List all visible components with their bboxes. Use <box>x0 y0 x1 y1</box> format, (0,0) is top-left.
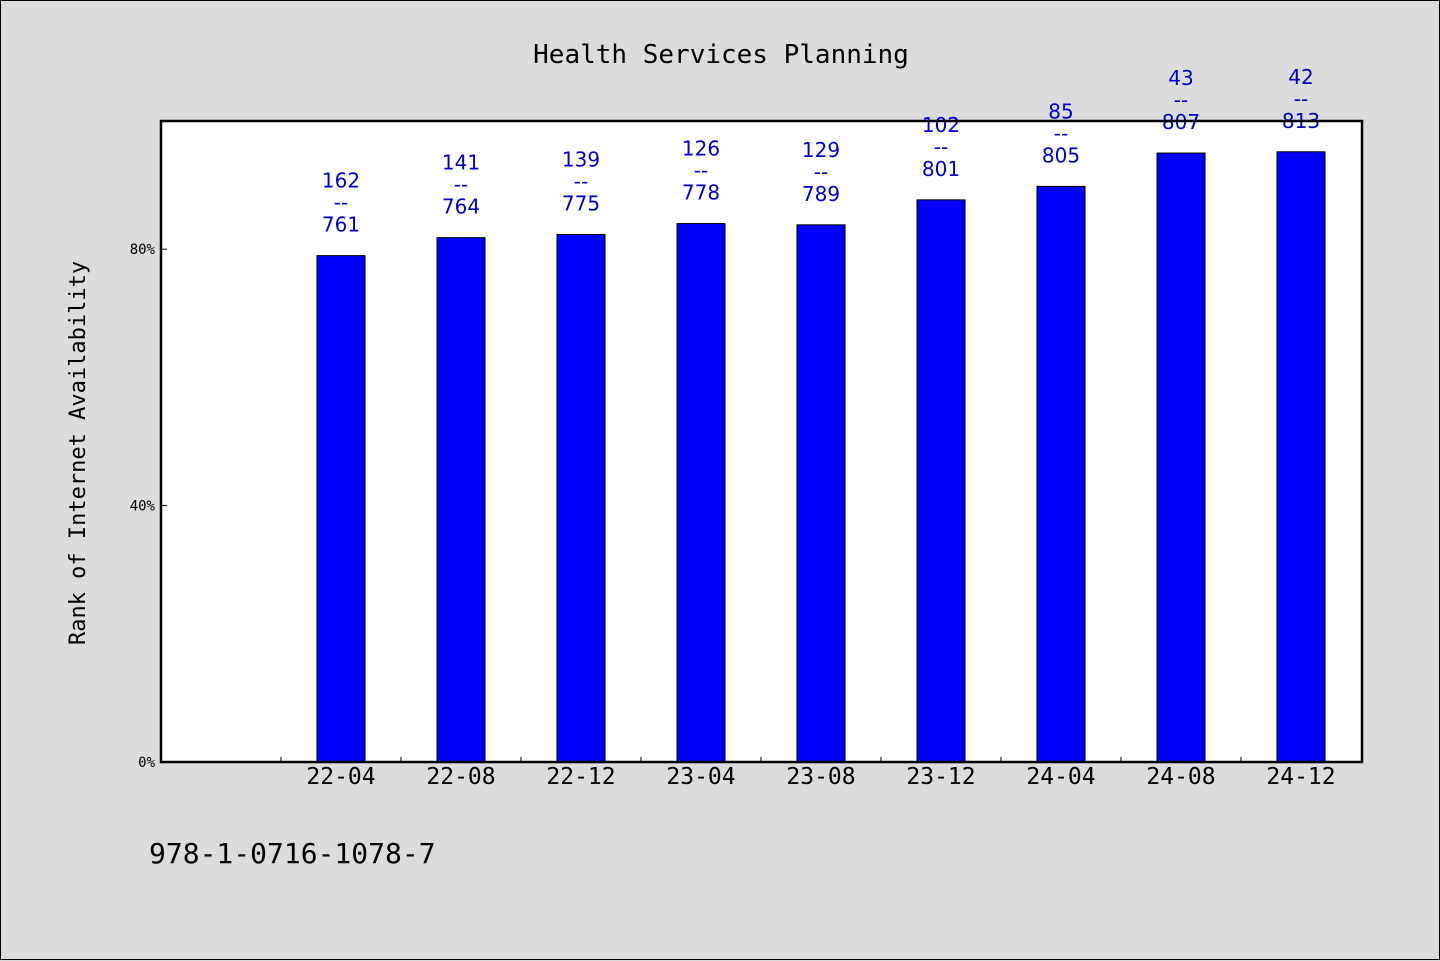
data-label-separator: -- <box>694 159 708 183</box>
x-tick-label-24-04: 24-04 <box>1026 764 1095 790</box>
data-label-23-04: 126--778 <box>682 137 720 205</box>
data-label-separator: -- <box>1294 87 1308 111</box>
data-label-top: 126 <box>682 137 720 161</box>
data-label-bottom: 778 <box>682 181 720 205</box>
x-tick-label-22-08: 22-08 <box>426 764 495 790</box>
data-label-separator: -- <box>454 173 468 197</box>
y-tick-label: 80% <box>130 242 156 258</box>
data-label-22-04: 162--761 <box>322 169 360 237</box>
data-label-24-12: 42--813 <box>1282 65 1320 133</box>
bar-22-04 <box>316 255 366 763</box>
data-label-top: 85 <box>1048 99 1073 123</box>
x-tick-label-23-08: 23-08 <box>786 764 855 790</box>
x-tick-label-22-04: 22-04 <box>306 764 375 790</box>
data-label-top: 42 <box>1288 65 1313 89</box>
x-tick-label-22-12: 22-12 <box>546 764 615 790</box>
data-label-separator: -- <box>334 191 348 215</box>
bar-23-04 <box>676 223 726 763</box>
data-label-23-08: 129--789 <box>802 138 840 206</box>
data-label-top: 141 <box>442 151 480 175</box>
data-label-bottom: 805 <box>1042 143 1080 167</box>
bars-group <box>316 151 1326 763</box>
data-label-bottom: 764 <box>442 195 480 219</box>
data-labels-group: 162--761141--764139--775126--778129--789… <box>322 65 1320 237</box>
data-label-separator: -- <box>934 135 948 159</box>
x-tick-label-23-04: 23-04 <box>666 764 735 790</box>
data-label-separator: -- <box>574 169 588 193</box>
y-tick-label: 40% <box>130 499 156 515</box>
bar-24-08 <box>1156 152 1206 763</box>
data-label-separator: -- <box>1174 88 1188 112</box>
data-label-bottom: 789 <box>802 182 840 206</box>
data-label-top: 102 <box>922 113 960 137</box>
bar-22-08 <box>436 237 486 763</box>
data-label-separator: -- <box>814 160 828 184</box>
data-label-22-08: 141--764 <box>442 151 480 219</box>
chart-title: Health Services Planning <box>533 40 909 70</box>
data-label-top: 162 <box>322 169 360 193</box>
data-label-top: 139 <box>562 147 600 171</box>
bar-22-12 <box>556 233 606 763</box>
data-label-top: 129 <box>802 138 840 162</box>
data-label-bottom: 775 <box>562 191 600 215</box>
x-tick-label-24-12: 24-12 <box>1266 764 1335 790</box>
bar-24-04 <box>1036 185 1086 763</box>
y-axis: 0% 40% 80% <box>130 242 167 771</box>
bar-23-08 <box>796 224 846 763</box>
y-axis-label: Rank of Internet Availability <box>66 261 91 645</box>
data-label-24-04: 85--805 <box>1042 99 1080 167</box>
bar-24-12 <box>1276 151 1326 763</box>
bar-23-12 <box>916 199 966 763</box>
data-label-22-12: 139--775 <box>562 147 600 215</box>
x-tick-label-24-08: 24-08 <box>1146 764 1215 790</box>
data-label-23-12: 102--801 <box>922 113 960 181</box>
x-axis: 22-04 22-08 22-12 23-04 23-08 23-12 24-04 24-08… <box>280 757 1336 790</box>
data-label-top: 43 <box>1168 66 1193 90</box>
data-label-24-08: 43--807 <box>1162 66 1200 134</box>
data-label-bottom: 761 <box>322 213 360 237</box>
data-label-separator: -- <box>1054 121 1068 145</box>
x-tick-label-23-12: 23-12 <box>906 764 975 790</box>
footnote-isbn: 978-1-0716-1078-7 <box>149 837 436 870</box>
data-label-bottom: 801 <box>922 157 960 181</box>
y-tick-label: 0% <box>138 755 155 771</box>
